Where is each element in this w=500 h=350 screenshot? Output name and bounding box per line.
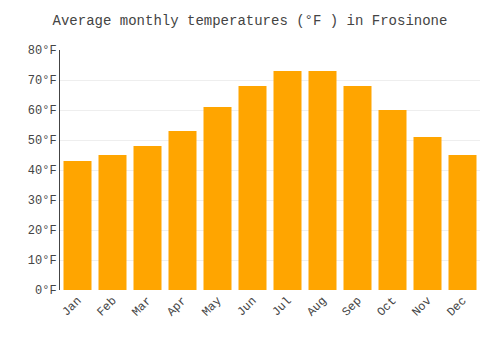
svg-text:30°F: 30°F xyxy=(28,194,57,208)
svg-text:Jun: Jun xyxy=(234,294,259,319)
svg-text:Jan: Jan xyxy=(59,294,84,319)
svg-text:Sep: Sep xyxy=(339,294,364,319)
svg-text:Feb: Feb xyxy=(94,294,119,319)
svg-text:50°F: 50°F xyxy=(28,134,57,148)
svg-text:Jul: Jul xyxy=(269,294,294,319)
svg-text:Apr: Apr xyxy=(164,294,189,319)
svg-text:60°F: 60°F xyxy=(28,104,57,118)
svg-text:May: May xyxy=(199,294,224,319)
svg-text:Dec: Dec xyxy=(444,294,469,319)
svg-text:70°F: 70°F xyxy=(28,74,57,88)
svg-text:80°F: 80°F xyxy=(28,44,57,58)
svg-text:20°F: 20°F xyxy=(28,224,57,238)
svg-text:Mar: Mar xyxy=(129,294,154,319)
svg-text:Nov: Nov xyxy=(409,294,434,319)
svg-text:Aug: Aug xyxy=(304,294,329,319)
svg-text:10°F: 10°F xyxy=(28,254,57,268)
svg-text:Oct: Oct xyxy=(374,294,399,319)
svg-text:40°F: 40°F xyxy=(28,164,57,178)
svg-text:Average monthly temperatures (: Average monthly temperatures (°F ) in Fr… xyxy=(53,13,448,29)
svg-text:0°F: 0°F xyxy=(35,284,57,298)
